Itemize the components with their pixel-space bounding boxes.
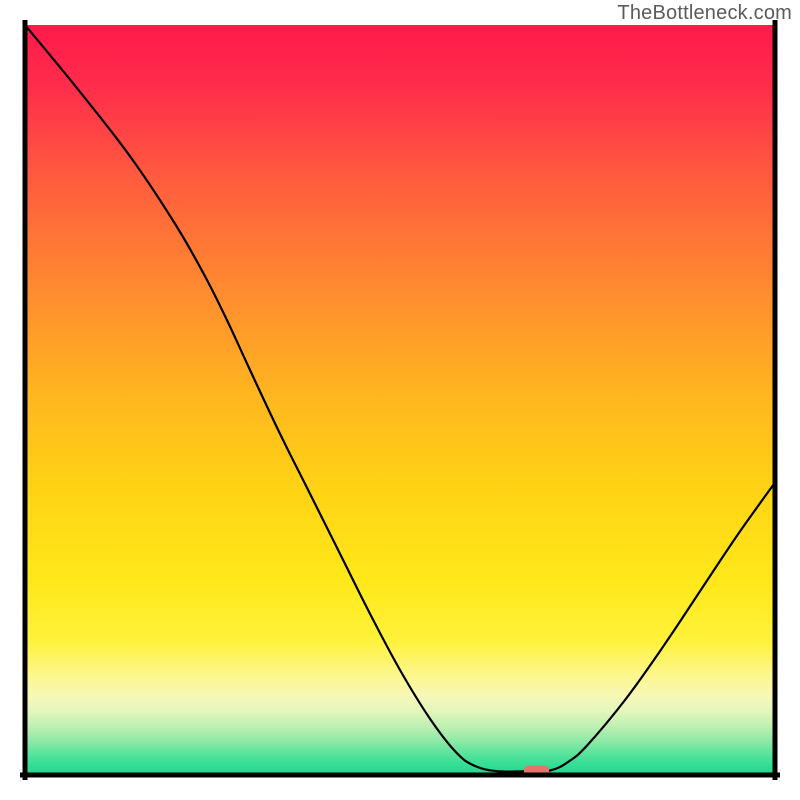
gradient-background (25, 25, 775, 775)
chart-container: TheBottleneck.com (0, 0, 800, 800)
watermark-text: TheBottleneck.com (617, 2, 792, 25)
bottleneck-curve-chart (0, 0, 800, 800)
